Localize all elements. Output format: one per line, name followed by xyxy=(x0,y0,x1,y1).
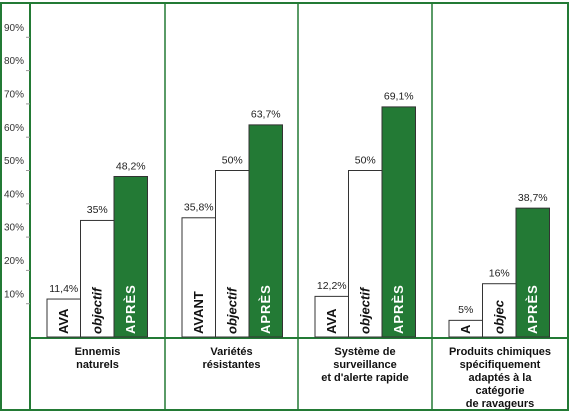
value-label: 50% xyxy=(355,154,376,166)
bar-label: objectif xyxy=(225,286,240,334)
bar-label: AVANT xyxy=(191,291,206,334)
bar-label: A xyxy=(458,324,473,334)
bar xyxy=(181,217,216,338)
bar-label: objectif xyxy=(90,286,105,334)
category-label: adaptés à la xyxy=(469,372,533,384)
value-label: 16% xyxy=(489,268,510,280)
bar xyxy=(348,170,383,338)
category-label: résistantes xyxy=(202,359,260,371)
value-label: 35,8% xyxy=(184,202,214,214)
bar xyxy=(381,106,416,338)
category-label: et d'alerte rapide xyxy=(321,372,409,384)
category-label: naturels xyxy=(76,359,119,371)
bar xyxy=(515,207,550,338)
bar xyxy=(46,298,81,338)
y-tick-label: 70% xyxy=(4,90,24,101)
category-label: Système de xyxy=(334,346,395,358)
value-label: 11,4% xyxy=(49,283,78,295)
bar-label: objec xyxy=(492,299,507,334)
value-label: 35% xyxy=(87,204,108,216)
bar-label: APRÈS xyxy=(258,284,273,334)
y-tick-label: 20% xyxy=(4,256,24,267)
bar xyxy=(215,170,250,338)
value-label: 48,2% xyxy=(116,160,146,172)
category-label: Variétés xyxy=(210,346,252,358)
bar-label: objectif xyxy=(358,286,373,334)
bar-label: APRÈS xyxy=(123,284,138,334)
bar-label: AVA xyxy=(56,308,71,334)
value-label: 69,1% xyxy=(384,91,414,103)
category-label: spécifiquement xyxy=(460,359,541,371)
bar xyxy=(248,124,283,338)
bar-label: AVA xyxy=(324,308,339,334)
bar-label: APRÈS xyxy=(391,284,406,334)
bar xyxy=(482,283,517,338)
category-label: de ravageurs xyxy=(466,398,534,410)
value-label: 63,7% xyxy=(251,109,281,121)
bar-label: APRÈS xyxy=(525,284,540,334)
y-tick-label: 60% xyxy=(4,123,24,134)
value-label: 12,2% xyxy=(317,280,347,292)
value-label: 50% xyxy=(222,154,243,166)
category-label: surveillance xyxy=(333,359,397,371)
value-label: 5% xyxy=(458,304,473,316)
y-tick-label: 30% xyxy=(4,223,24,234)
value-label: 38,7% xyxy=(518,192,548,204)
category-label: catégorie xyxy=(476,385,525,397)
y-tick-label: 90% xyxy=(4,23,24,34)
y-tick-label: 10% xyxy=(4,289,24,300)
category-label: Ennemis xyxy=(75,346,121,358)
y-tick-label: 80% xyxy=(4,56,24,67)
y-tick-label: 40% xyxy=(4,189,24,200)
category-label: Produits chimiques xyxy=(449,346,551,358)
bar xyxy=(113,175,148,338)
y-tick-label: 50% xyxy=(4,156,24,167)
